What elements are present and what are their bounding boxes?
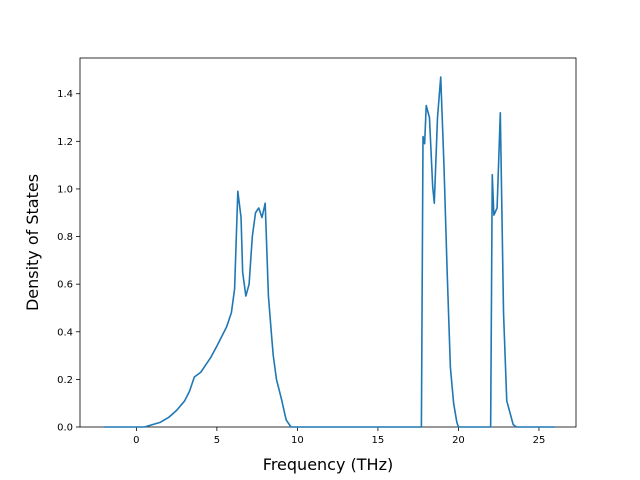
y-tick-label: 1.0 <box>57 184 73 195</box>
y-axis-ticks: 0.0 0.2 0.4 0.6 0.8 1.0 1.2 1.4 <box>57 89 80 434</box>
x-tick-label: 25 <box>533 435 546 446</box>
x-axis-ticks: 0 5 10 15 20 25 <box>133 427 545 446</box>
y-tick-label: 0.0 <box>57 423 73 434</box>
series-lines <box>104 76 556 428</box>
y-tick-label: 0.4 <box>57 327 73 338</box>
x-tick-label: 20 <box>452 435 465 446</box>
x-tick-label: 10 <box>291 435 304 446</box>
y-tick-label: 0.8 <box>57 232 73 243</box>
x-tick-label: 5 <box>214 435 220 446</box>
x-tick-label: 0 <box>133 435 139 446</box>
dos-series-line <box>104 76 556 428</box>
y-tick-label: 1.2 <box>57 137 73 148</box>
y-tick-label: 1.4 <box>57 89 73 100</box>
y-tick-label: 0.2 <box>57 375 73 386</box>
x-axis-label: Frequency (THz) <box>263 455 393 474</box>
y-tick-label: 0.6 <box>57 280 73 291</box>
x-tick-label: 15 <box>372 435 385 446</box>
y-axis-label: Density of States <box>23 174 42 311</box>
